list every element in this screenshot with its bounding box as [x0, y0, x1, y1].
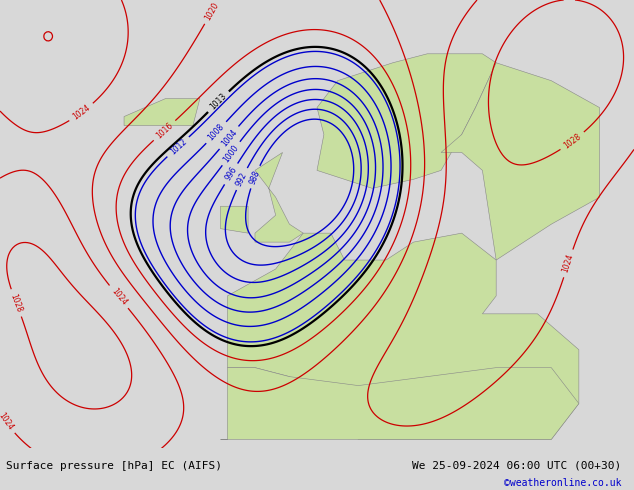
- Text: 996: 996: [223, 165, 239, 183]
- Polygon shape: [221, 368, 579, 440]
- Text: 1024: 1024: [0, 411, 15, 432]
- Text: 1024: 1024: [71, 103, 92, 122]
- Text: 992: 992: [235, 171, 249, 188]
- Polygon shape: [221, 206, 248, 233]
- Polygon shape: [441, 63, 600, 260]
- Polygon shape: [228, 233, 579, 440]
- Text: 1000: 1000: [222, 143, 240, 164]
- Text: 988: 988: [248, 169, 262, 185]
- Text: 1012: 1012: [168, 137, 188, 156]
- Text: 1016: 1016: [154, 121, 175, 140]
- Text: ©weatheronline.co.uk: ©weatheronline.co.uk: [504, 478, 621, 488]
- Text: 1004: 1004: [219, 127, 238, 148]
- Text: Surface pressure [hPa] EC (AIFS): Surface pressure [hPa] EC (AIFS): [6, 461, 223, 471]
- Text: We 25-09-2024 06:00 UTC (00+30): We 25-09-2024 06:00 UTC (00+30): [412, 461, 621, 471]
- Text: 1028: 1028: [562, 132, 583, 150]
- Text: 1013: 1013: [209, 92, 228, 112]
- Text: 1024: 1024: [109, 287, 128, 307]
- Polygon shape: [124, 98, 200, 125]
- Polygon shape: [317, 54, 496, 188]
- Polygon shape: [255, 152, 303, 242]
- Text: 1028: 1028: [9, 293, 24, 314]
- Text: 1008: 1008: [207, 122, 226, 143]
- Text: 1024: 1024: [561, 253, 576, 274]
- Text: 1020: 1020: [204, 0, 221, 22]
